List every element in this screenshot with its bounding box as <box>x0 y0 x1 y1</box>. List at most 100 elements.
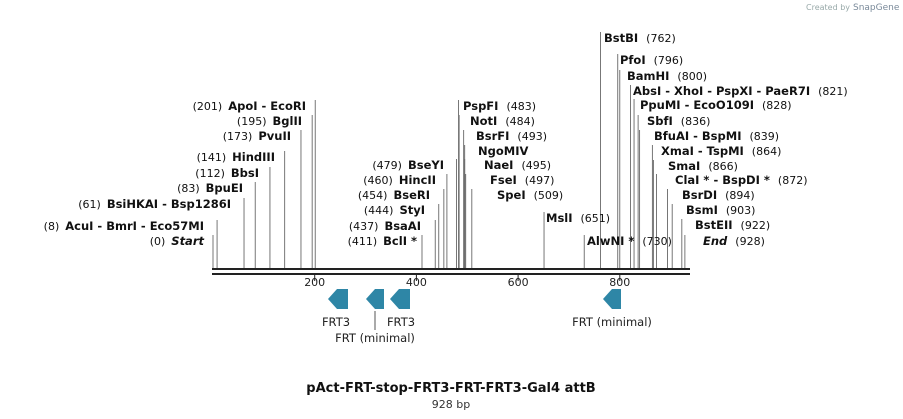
site-name: BstEII <box>695 218 733 232</box>
site-apoi-ecori[interactable]: ApoI - EcoRI (201) <box>193 99 306 113</box>
feature-label: FRT (minimal) <box>335 331 415 345</box>
site-name: XmaI - TspMI <box>661 144 744 158</box>
site-position: (61) <box>78 198 101 211</box>
site-position: (903) <box>726 204 756 217</box>
site-position: (495) <box>521 159 551 172</box>
site-name: MslI <box>546 211 573 225</box>
site-hindiii[interactable]: HindIII (141) <box>197 150 275 164</box>
site-bseyi[interactable]: BseYI (479) <box>372 158 444 172</box>
site-name: Start <box>171 234 204 248</box>
site-name: BbsI <box>231 166 259 180</box>
site-naei[interactable]: NaeI (495) <box>484 158 551 172</box>
scale-tick-label: 800 <box>609 276 630 289</box>
site-position: (201) <box>193 100 223 113</box>
site-name: StyI <box>399 203 425 217</box>
site-position: (460) <box>363 174 393 187</box>
site-xmai-tspmi[interactable]: XmaI - TspMI (864) <box>661 144 781 158</box>
site-pvuii[interactable]: PvuII (173) <box>223 129 291 143</box>
site-bcli[interactable]: BclI * (411) <box>348 234 417 248</box>
scale-tick-label: 200 <box>304 276 325 289</box>
feature-frt-minimal-1[interactable]: FRT (minimal) <box>335 289 415 345</box>
site-name: PfoI <box>620 53 646 67</box>
site-bsaai[interactable]: BsaAI (437) <box>349 219 421 233</box>
site-position: (509) <box>534 189 564 202</box>
site-position: (493) <box>517 130 547 143</box>
site-hincii[interactable]: HincII (460) <box>363 173 436 187</box>
site-bfuai-bspmi[interactable]: BfuAI - BspMI (839) <box>654 129 779 143</box>
site-position: (866) <box>708 160 738 173</box>
site-name: PspFI <box>463 99 498 113</box>
site-position: (821) <box>818 85 848 98</box>
site-bamhi[interactable]: BamHI (800) <box>627 69 707 83</box>
site-name: AbsI - XhoI - PspXI - PaeR7I <box>633 84 810 98</box>
site-name: SmaI <box>668 159 700 173</box>
site-sbfi[interactable]: SbfI (836) <box>647 114 710 128</box>
site-bseri[interactable]: BseRI (454) <box>358 188 430 202</box>
site-position: (800) <box>677 70 707 83</box>
site-name: BsmI <box>686 203 718 217</box>
site-position: (872) <box>778 174 808 187</box>
site-smai[interactable]: SmaI (866) <box>668 159 738 173</box>
site-bsihkai-bsp1286i[interactable]: BsiHKAI - Bsp1286I (61) <box>78 197 231 211</box>
site-ppumi-ecoo109i[interactable]: PpuMI - EcoO109I (828) <box>640 98 792 112</box>
site-position: (195) <box>237 115 267 128</box>
site-fsei[interactable]: FseI (497) <box>490 173 554 187</box>
scale-tick-label: 400 <box>406 276 427 289</box>
site-absi-xhoi-pspxi-paer7i[interactable]: AbsI - XhoI - PspXI - PaeR7I (821) <box>633 84 848 98</box>
site-position: (651) <box>581 212 611 225</box>
site-position: (864) <box>752 145 782 158</box>
site-alwni[interactable]: AlwNI * (730) <box>587 234 672 248</box>
feature-label: FRT3 <box>387 315 415 329</box>
site-msli[interactable]: MslI (651) <box>546 211 610 225</box>
site-name: BseRI <box>393 188 430 202</box>
site-name: BseYI <box>408 158 444 172</box>
site-spei[interactable]: SpeI (509) <box>497 188 563 202</box>
site-position: (83) <box>177 182 200 195</box>
site-clai-bspdi[interactable]: ClaI * - BspDI * (872) <box>675 173 808 187</box>
backbone <box>212 268 690 275</box>
site-ngomiv[interactable]: NgoMIV <box>478 144 528 158</box>
site-name: NotI <box>470 114 497 128</box>
site-name: PpuMI - EcoO109I <box>640 98 754 112</box>
site-name: BamHI <box>627 69 669 83</box>
feature-frt3-2[interactable]: FRT3 <box>387 289 415 329</box>
site-position: (112) <box>195 167 225 180</box>
site-position: (928) <box>735 235 765 248</box>
site-start[interactable]: Start (0) <box>150 234 205 248</box>
site-bsteii[interactable]: BstEII (922) <box>695 218 770 232</box>
site-position: (836) <box>681 115 711 128</box>
site-bsrfi[interactable]: BsrFI (493) <box>476 129 547 143</box>
site-name: AlwNI * <box>587 234 634 248</box>
site-name: SpeI <box>497 188 526 202</box>
feature-frt3-1[interactable]: FRT3 <box>322 289 350 329</box>
site-name: HincII <box>399 173 436 187</box>
site-name: BsrFI <box>476 129 509 143</box>
scale-tick-label: 600 <box>508 276 529 289</box>
reverse-arrow-icon <box>390 289 410 309</box>
site-pfoi[interactable]: PfoI (796) <box>620 53 683 67</box>
site-name: NgoMIV <box>478 144 528 158</box>
site-bstbi[interactable]: BstBI (762) <box>604 31 676 45</box>
site-name: FseI <box>490 173 517 187</box>
site-bsmi[interactable]: BsmI (903) <box>686 203 755 217</box>
watermark-prefix: Created by <box>806 3 850 12</box>
site-styi[interactable]: StyI (444) <box>364 203 425 217</box>
map-length: 928 bp <box>432 398 470 411</box>
site-position: (8) <box>44 220 60 233</box>
site-name: End <box>703 234 728 248</box>
site-position: (454) <box>358 189 388 202</box>
site-bbsi[interactable]: BbsI (112) <box>195 166 259 180</box>
site-bpuei[interactable]: BpuEI (83) <box>177 181 243 195</box>
feature-frt-minimal-2[interactable]: FRT (minimal) <box>572 289 652 329</box>
feature-label: FRT (minimal) <box>572 315 652 329</box>
site-name: ClaI * - BspDI * <box>675 173 770 187</box>
reverse-arrow-icon <box>603 289 621 309</box>
site-end[interactable]: End (928) <box>703 234 765 248</box>
scale-ticks: 200 400 600 800 <box>304 275 630 289</box>
site-bsrdi[interactable]: BsrDI (894) <box>682 188 755 202</box>
site-bglii[interactable]: BglII (195) <box>237 114 302 128</box>
site-noti[interactable]: NotI (484) <box>470 114 535 128</box>
site-acui-bmri-eco57mi[interactable]: AcuI - BmrI - Eco57MI (8) <box>44 219 204 233</box>
site-pspfi[interactable]: PspFI (483) <box>463 99 536 113</box>
